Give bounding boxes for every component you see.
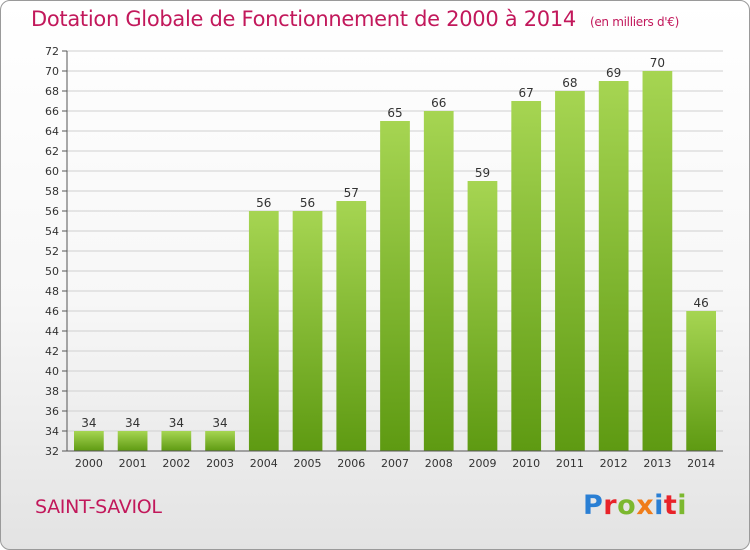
x-tick-label: 2012	[600, 457, 628, 470]
bar	[292, 211, 323, 451]
y-tick-label: 66	[45, 105, 59, 118]
y-tick-label: 36	[45, 405, 59, 418]
title-text: Dotation Globale de Fonctionnement de 20…	[31, 7, 576, 31]
brand-letter: r	[603, 490, 618, 521]
x-tick-label: 2004	[250, 457, 278, 470]
brand-letter: t	[663, 490, 678, 521]
y-tick-label: 40	[45, 365, 59, 378]
x-axis: 2000 2001 2002 2003 2004 2005 2006 2007 2008 2009…	[67, 450, 723, 470]
x-tick-label: 2005	[294, 457, 322, 470]
brand-letter: i	[654, 490, 664, 521]
bars: 34 34 34 34 56 56 57 65 66 59 67 68 69 70 46	[73, 56, 717, 451]
y-tick-label: 56	[45, 205, 59, 218]
bar	[117, 431, 148, 451]
y-tick-label: 72	[45, 45, 59, 58]
bar	[511, 101, 542, 451]
bar-value-label: 34	[81, 416, 96, 430]
x-tick-label: 2014	[687, 457, 715, 470]
bar-value-label: 66	[431, 96, 446, 110]
bar	[205, 431, 235, 451]
x-tick-label: 2006	[337, 457, 365, 470]
bar	[336, 201, 367, 451]
brand-letter: o	[617, 490, 637, 521]
x-tick-label: 2013	[643, 457, 671, 470]
y-tick-label: 68	[45, 85, 59, 98]
bar-value-label: 68	[562, 76, 577, 90]
bar	[161, 431, 192, 451]
bar-value-label: 56	[300, 196, 315, 210]
y-tick-label: 52	[45, 245, 59, 258]
brand-letter: i	[677, 490, 688, 521]
bar	[467, 181, 498, 451]
bar	[555, 91, 585, 451]
x-tick-label: 2008	[425, 457, 453, 470]
chart-title: Dotation Globale de Fonctionnement de 20…	[31, 7, 679, 31]
y-tick-label: 42	[45, 345, 59, 358]
bar	[598, 81, 629, 451]
bar	[642, 71, 673, 451]
brand-letter: x	[636, 490, 655, 521]
x-tick-label: 2007	[381, 457, 409, 470]
bar-value-label: 70	[650, 56, 665, 70]
bar	[423, 111, 454, 451]
y-tick-label: 60	[45, 165, 59, 178]
bar-value-label: 34	[212, 416, 227, 430]
commune-name: SAINT-SAVIOL	[35, 496, 162, 518]
x-tick-label: 2001	[119, 457, 147, 470]
bar-value-label: 57	[344, 186, 359, 200]
x-tick-label: 2000	[75, 457, 103, 470]
y-tick-label: 54	[45, 225, 59, 238]
bar-value-label: 59	[475, 166, 490, 180]
y-tick-label: 34	[45, 425, 59, 438]
x-tick-label: 2009	[468, 457, 496, 470]
y-tick-label: 70	[45, 65, 59, 78]
y-tick-label: 64	[45, 125, 59, 138]
y-tick-label: 50	[45, 265, 59, 278]
y-tick-label: 62	[45, 145, 59, 158]
bar-value-label: 46	[693, 296, 708, 310]
bar	[380, 121, 410, 451]
bar-value-label: 56	[256, 196, 271, 210]
x-tick-label: 2002	[162, 457, 190, 470]
bar	[73, 431, 104, 451]
bar-value-label: 34	[125, 416, 140, 430]
x-tick-label: 2011	[556, 457, 584, 470]
y-axis: 32 34 36 38 40 42 44 46 48 50 52 54 56 58 60 62 64 66 68 70…	[45, 45, 68, 458]
y-tick-label: 38	[45, 385, 59, 398]
brand-letter: P	[583, 490, 604, 521]
y-tick-label: 58	[45, 185, 59, 198]
bar-value-label: 34	[169, 416, 184, 430]
y-tick-label: 48	[45, 285, 59, 298]
bar-value-label: 67	[519, 86, 534, 100]
y-tick-label: 46	[45, 305, 59, 318]
bar	[686, 311, 717, 451]
chart-subtitle: (en milliers d'€)	[589, 15, 679, 29]
y-tick-label: 44	[45, 325, 59, 338]
y-tick-label: 32	[45, 445, 59, 458]
bar-value-label: 69	[606, 66, 621, 80]
bar	[248, 211, 279, 451]
bar-value-label: 65	[387, 106, 402, 120]
proxiti-logo: Proxiti	[583, 490, 687, 521]
x-tick-label: 2003	[206, 457, 234, 470]
x-tick-label: 2010	[512, 457, 540, 470]
